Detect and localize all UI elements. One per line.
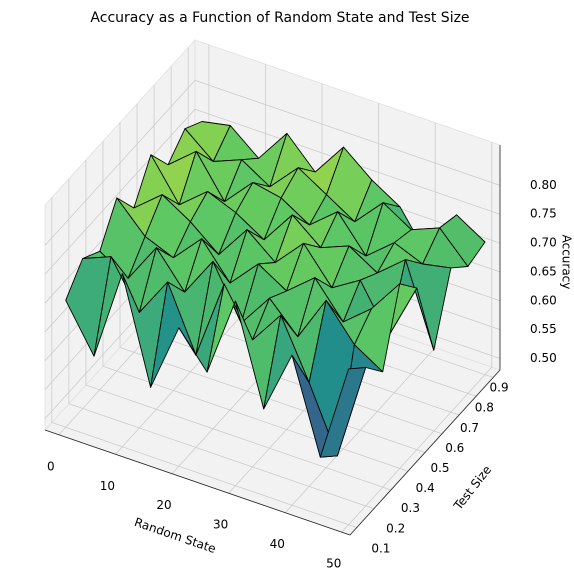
x-tick-label: 20 [156,498,171,512]
y-tick-label: 0.2 [386,521,405,535]
y-tick-label: 0.4 [416,481,435,495]
grid-line [136,328,443,435]
x-tick-label: 30 [213,518,228,532]
y-tick-label: 0.6 [445,441,464,455]
grid-line [85,384,392,491]
grid-line [119,347,426,453]
axis-line [44,429,351,536]
surface-facet [319,367,367,458]
chart-title: Accuracy as a Function of Random State a… [90,10,469,26]
grid-line [102,365,409,472]
y-tick-label: 0.7 [460,421,479,435]
y-axis-label: Test Size [450,463,494,513]
axis-line [349,369,501,536]
grid-line [44,80,196,246]
grid-line [194,80,501,186]
x-tick-label: 10 [100,479,115,493]
x-tick-label: 40 [270,537,285,551]
y-tick-label: 0.3 [401,501,420,515]
x-axis-label: Random State [133,515,218,556]
z-tick-label: 0.75 [530,207,557,221]
grid-line [44,108,196,275]
y-tick-label: 0.1 [371,541,390,555]
z-axis-label: Accuracy [560,235,574,290]
z-tick-label: 0.80 [530,178,557,192]
y-tick-label: 0.9 [490,381,509,395]
y-tick-label: 0.5 [430,461,449,475]
x-tick-label: 50 [326,557,341,571]
z-tick-label: 0.65 [530,264,557,278]
grid-line [68,403,374,510]
grid-line [51,422,357,528]
z-tick-label: 0.70 [530,236,557,250]
y-tick-label: 0.8 [475,401,494,415]
z-tick-label: 0.60 [530,293,557,307]
x-tick-label: 0 [47,459,55,473]
z-tick-label: 0.55 [530,322,557,336]
z-tick-label: 0.50 [530,351,557,365]
